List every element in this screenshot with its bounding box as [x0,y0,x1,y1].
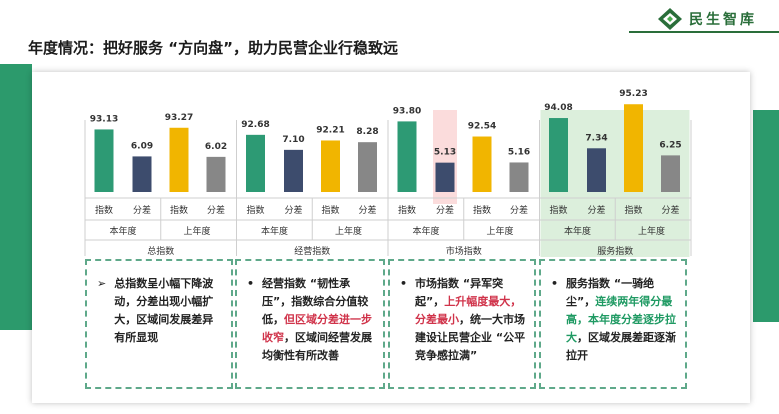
logo-divider [629,31,779,33]
bar [397,121,417,192]
data-label: 93.27 [165,113,193,123]
metric-tick-label: 指数 [398,204,416,216]
year-tick-label: 本年度 [109,225,136,237]
bar [169,127,189,192]
logo-icon [657,7,683,31]
metric-tick-label: 指数 [473,204,491,216]
data-label: 93.13 [90,114,118,124]
bar [624,104,643,192]
note-service: • 服务指数 “一骑绝尘”，连续两年得分最高，本年度分差逐步拉大，区域发展差距逐… [539,259,687,389]
bar [472,136,492,192]
right-decor-tab [753,110,779,322]
data-label: 7.10 [282,135,304,145]
data-label: 92.21 [316,125,344,135]
brand-logo: 民生智库 [657,6,757,32]
bar [284,149,303,192]
metric-tick-label: 指数 [95,204,113,216]
bar [132,156,152,192]
bar [435,162,455,192]
group-tick-label: 市场指数 [446,245,482,257]
group-tick-label: 总指数 [147,245,174,257]
note-bullet: • [247,277,255,290]
data-label: 5.13 [434,148,456,158]
metric-tick-label: 指数 [321,204,339,216]
data-label: 93.80 [393,106,421,116]
metric-tick-label: 指数 [624,204,642,216]
left-decor-tab [0,64,32,330]
note-market: • 市场指数 “异军突起”，上升幅度最大，分差最小，统一大市场建设让民营企业 “… [388,259,536,389]
data-label: 94.08 [544,103,572,113]
group-tick-label: 服务指数 [597,245,633,257]
data-label: 5.16 [508,147,530,157]
bar [246,134,265,192]
data-label: 6.02 [205,142,227,152]
data-label: 92.68 [241,120,269,130]
data-label: 95.23 [619,89,647,99]
note-bullet: ➢ [97,277,107,290]
year-tick-label: 上年度 [183,225,210,237]
data-label: 7.34 [585,133,607,143]
year-tick-label: 本年度 [261,225,288,237]
note-business: • 经营指数 “韧性承压”，指数综合分值较低，但区域分差进一步收窄，区域间经营发… [235,259,385,389]
logo-text: 民生智库 [689,12,757,28]
metric-tick-label: 分差 [661,204,679,216]
group-tick-label: 经营指数 [294,245,330,257]
bar [94,129,114,192]
bar [509,162,529,192]
note-text: 市场指数 “异军突起”，上升幅度最大，分差最小，统一大市场建设让民营企业 “公平… [415,277,526,362]
bar [549,118,568,192]
metric-tick-label: 分差 [436,204,454,216]
bar [321,140,340,192]
metric-tick-label: 分差 [207,204,225,216]
note-total: ➢ 总指数呈小幅下降波动，分差出现小幅扩大，区域间发展差异有所显现 [85,259,233,389]
metric-tick-label: 分差 [587,204,605,216]
note-bullet: • [551,277,559,290]
note-text: 服务指数 “一骑绝尘”，连续两年得分最高，本年度分差逐步拉大，区域发展差距逐渐拉… [566,277,677,362]
metric-tick-label: 分差 [133,204,151,216]
note-text: 经营指数 “韧性承压”，指数综合分值较低，但区域分差进一步收窄，区域间经营发展均… [262,277,373,362]
bar [661,155,680,192]
metric-tick-label: 指数 [170,204,188,216]
year-tick-label: 上年度 [486,225,513,237]
year-tick-label: 上年度 [638,225,665,237]
data-label: 6.09 [131,141,153,151]
note-bullet: • [400,277,408,290]
data-label: 8.28 [356,127,378,137]
data-label: 6.25 [659,140,681,150]
bar [587,148,606,192]
metric-tick-label: 分差 [358,204,376,216]
note-text: 总指数呈小幅下降波动，分差出现小幅扩大，区域间发展差异有所显现 [114,277,214,344]
year-tick-label: 本年度 [412,225,439,237]
page-title: 年度情况：把好服务 “方向盘”，助力民营企业行稳致远 [28,39,398,57]
data-label: 92.54 [468,122,496,132]
metric-tick-label: 指数 [549,204,567,216]
metric-tick-label: 分差 [284,204,302,216]
content-card: 93.13 指数 6.09 分差 93.27 指数 6.02 分差 本年度 上年度 总指数 92.68… [32,72,750,403]
year-tick-label: 本年度 [564,225,591,237]
bar [358,142,377,192]
bar [206,156,226,192]
metric-tick-label: 分差 [510,204,528,216]
year-tick-label: 上年度 [335,225,362,237]
metric-tick-label: 指数 [246,204,264,216]
